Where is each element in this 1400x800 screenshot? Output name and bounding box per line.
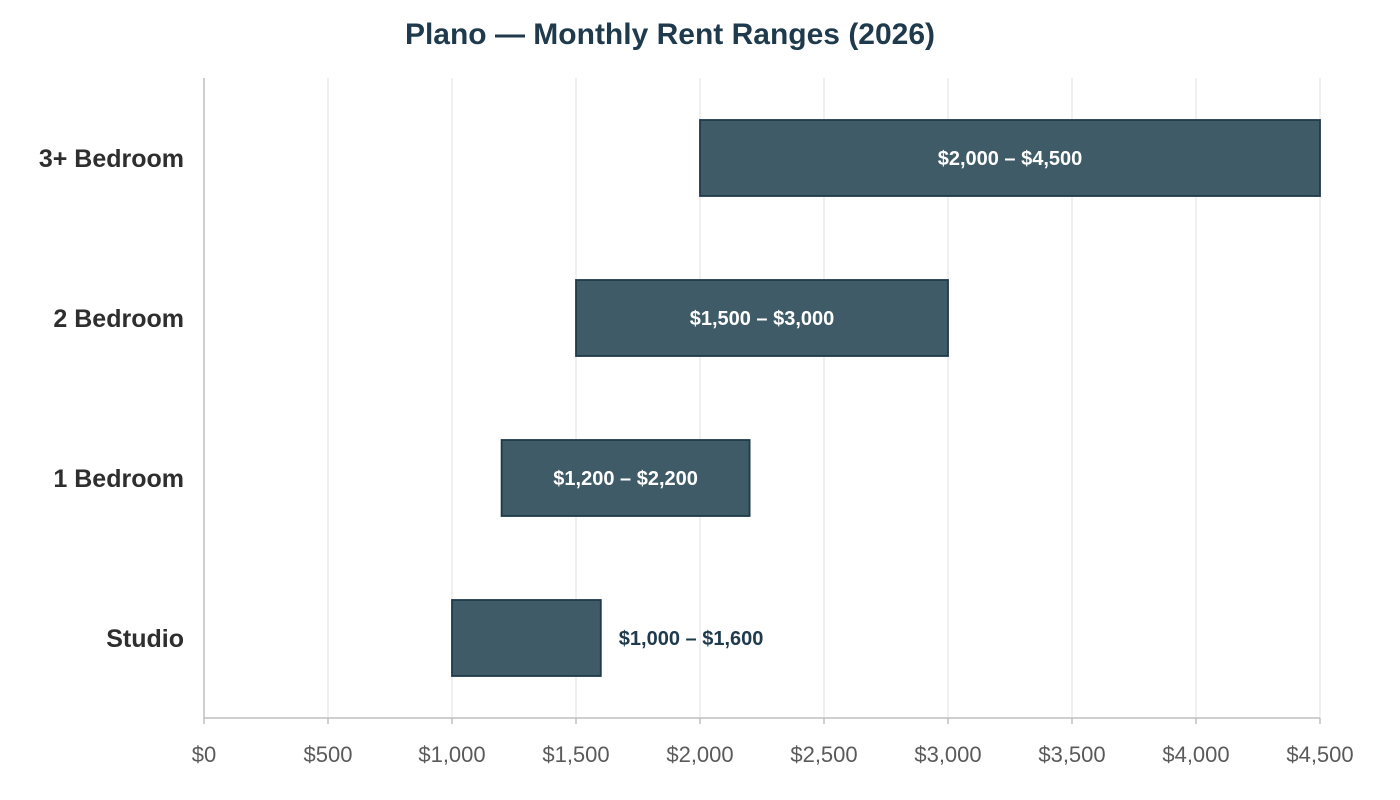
x-tick-label: $1,500 (542, 742, 609, 767)
range-bar (451, 599, 602, 677)
category-label: 2 Bedroom (53, 305, 184, 333)
label-layer: $2,000 – $4,500 $1,500 – $3,000 $1,200 – $… (553, 148, 1082, 650)
x-tick-label: $1,000 (418, 742, 485, 767)
x-tick-label: $4,000 (1162, 742, 1229, 767)
x-tick-label: $4,500 (1286, 742, 1353, 767)
bar-value-label: $1,000 – $1,600 (619, 628, 764, 650)
x-tick-label: $0 (192, 742, 216, 767)
bar-value-label: $1,200 – $2,200 (553, 468, 698, 490)
x-tick-label: $3,500 (1038, 742, 1105, 767)
category-label: Studio (106, 625, 184, 653)
category-label: 3+ Bedroom (39, 145, 184, 173)
category-label: 1 Bedroom (53, 465, 184, 493)
range-bar (575, 279, 949, 357)
bar-value-label: $1,500 – $3,000 (690, 308, 835, 330)
x-tick-label: $2,500 (790, 742, 857, 767)
x-tick-label: $3,000 (914, 742, 981, 767)
bar-value-label: $2,000 – $4,500 (938, 148, 1083, 170)
x-tick-label: $500 (304, 742, 353, 767)
x-tick-label: $2,000 (666, 742, 733, 767)
chart-title: Plano — Monthly Rent Ranges (2026) (404, 18, 936, 51)
range-bar (699, 119, 1321, 197)
range-bar (500, 439, 751, 517)
axis-layer: $0 $500 $1,000 $1,500 $2,000 $2,500 $3,000 $3,5… (39, 78, 1354, 767)
bar-layer (451, 119, 1321, 677)
